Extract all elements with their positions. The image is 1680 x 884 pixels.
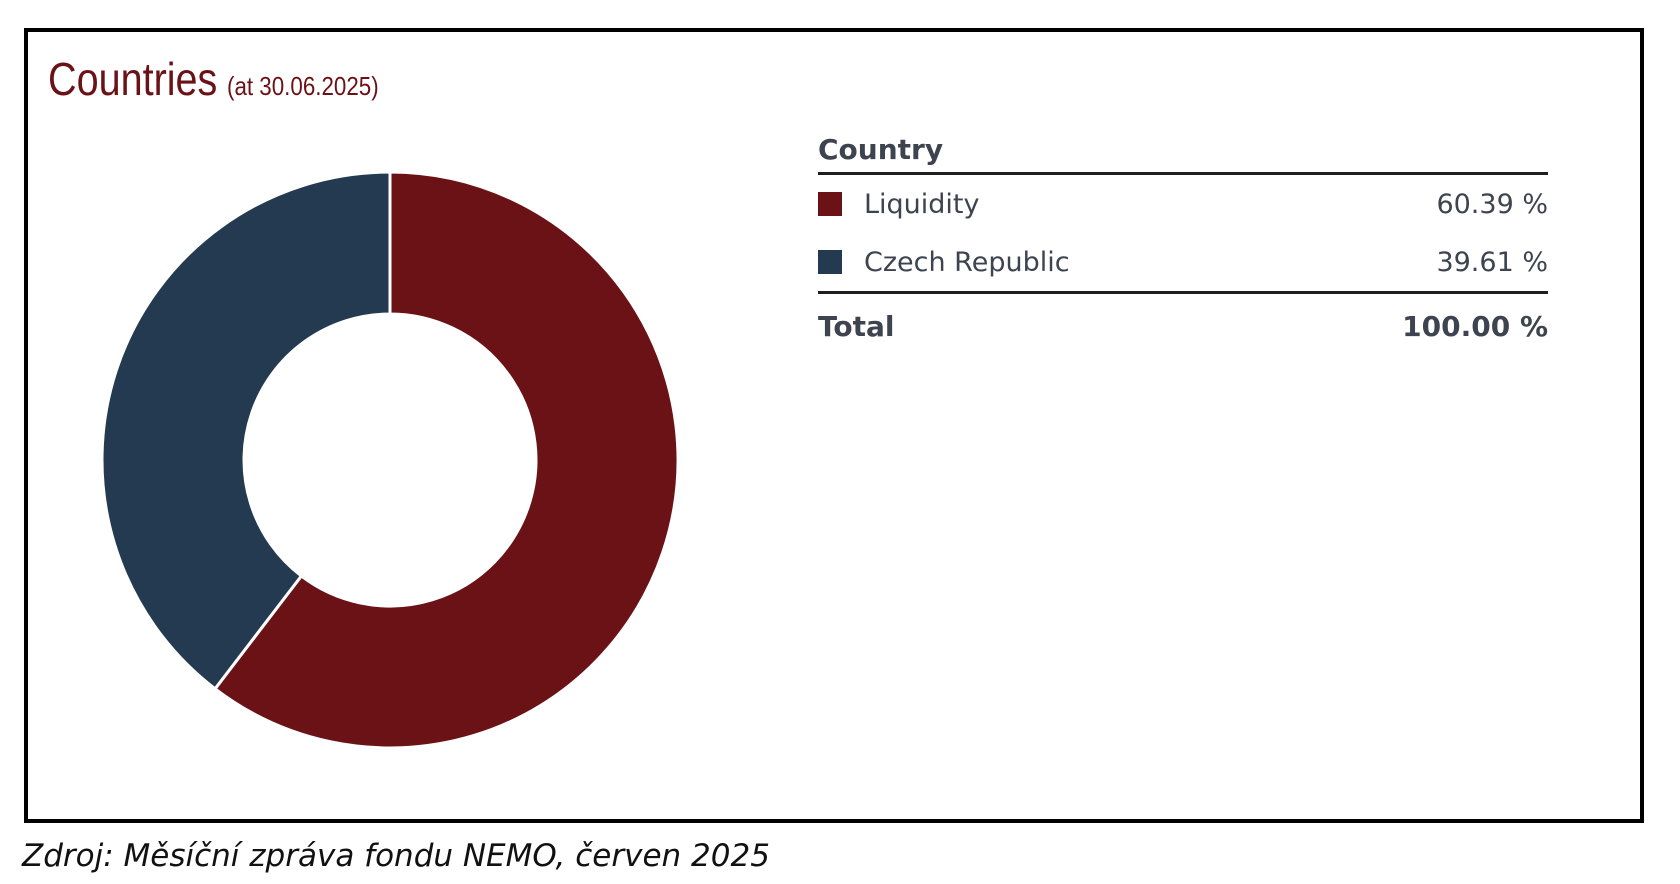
- legend-value-liquidity: 60.39 %: [1436, 188, 1548, 220]
- source-caption: Zdroj: Měsíční zpráva fondu NEMO, červen…: [22, 838, 770, 874]
- legend-label-liquidity: Liquidity: [864, 188, 980, 220]
- legend-swatch-liquidity: [818, 192, 842, 216]
- legend-value-czech-republic: 39.61 %: [1436, 246, 1548, 278]
- legend-label-czech-republic: Czech Republic: [864, 246, 1070, 278]
- donut-chart: [100, 170, 680, 750]
- legend-total-label: Total: [818, 309, 895, 343]
- legend-row-liquidity: Liquidity 60.39 %: [818, 175, 1548, 233]
- legend-table-header: Country: [818, 128, 1548, 175]
- legend-row-czech-republic: Czech Republic 39.61 %: [818, 233, 1548, 291]
- legend-swatch-czech-republic: [818, 250, 842, 274]
- legend-total-row: Total 100.00 %: [818, 291, 1548, 358]
- chart-title: Countries (at 30.06.2025): [48, 52, 404, 106]
- legend-table: Country Liquidity 60.39 % Czech Republic…: [818, 128, 1548, 358]
- donut-slice-liquidity: [212, 170, 680, 750]
- chart-subtitle: (at 30.06.2025): [227, 71, 379, 101]
- legend-total-value: 100.00 %: [1402, 309, 1548, 343]
- chart-title-main: Countries: [48, 53, 218, 105]
- donut-slice-czech-republic: [100, 170, 392, 691]
